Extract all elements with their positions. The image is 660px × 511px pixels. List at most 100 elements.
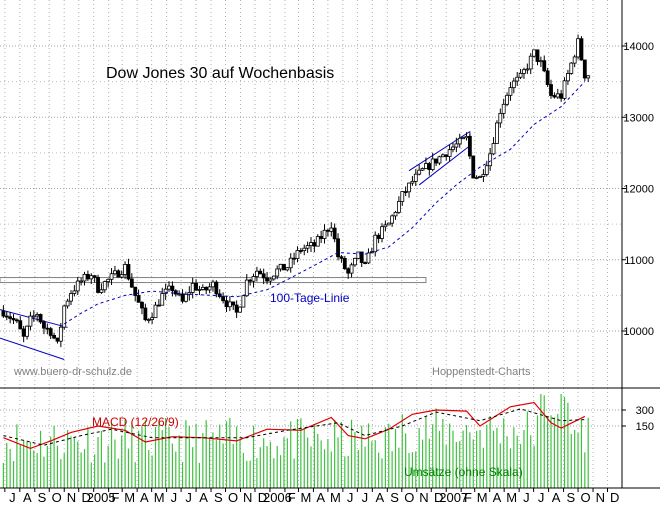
candle-body (515, 76, 520, 82)
macd-y-tick-label: 150 (636, 421, 654, 433)
candle-body (508, 87, 513, 96)
x-tick-label: J (171, 490, 178, 505)
candle-body (227, 301, 232, 308)
candle-body (163, 288, 168, 294)
candle-body (498, 112, 503, 124)
candle-body (180, 293, 185, 302)
y-tick-label: 12000 (623, 184, 654, 196)
candle-body (153, 304, 158, 319)
candle-body (231, 301, 236, 306)
candle-body (48, 328, 53, 336)
candle-body (457, 137, 462, 145)
candle-body (444, 154, 449, 157)
x-tick-label: M (477, 490, 488, 505)
candle-body (35, 314, 40, 317)
candle-body (28, 315, 33, 327)
candle-body (295, 250, 300, 259)
candle-body (42, 321, 46, 329)
x-tick-label: M (154, 490, 165, 505)
volume-bars (2, 394, 589, 488)
candle-body (204, 286, 209, 291)
candle-body (38, 314, 43, 323)
candle-body (376, 234, 381, 239)
trend-channels (0, 131, 471, 360)
candle-body (576, 38, 580, 58)
candle-body (326, 229, 330, 232)
candle-body (282, 263, 286, 271)
candle-body (52, 335, 56, 339)
candle-body (211, 281, 215, 288)
signal-line (3, 408, 585, 446)
candle-body (437, 156, 442, 164)
candle-body (99, 289, 104, 293)
candle-body (25, 325, 29, 337)
candle-body (278, 263, 283, 270)
candle-body (72, 290, 77, 294)
candle-body (572, 56, 577, 64)
x-tick-label: O (580, 490, 590, 505)
candle-body (505, 94, 509, 105)
candle-body (113, 270, 117, 275)
candle-body (359, 251, 364, 263)
macd-label: MACD (12/26/9) (92, 415, 179, 429)
x-tick-label: M (506, 490, 517, 505)
x-tick-label: O (228, 490, 238, 505)
x-tick-label: D (82, 490, 91, 505)
candle-body (21, 328, 26, 337)
x-tick-label: N (67, 490, 76, 505)
candle-body (417, 169, 422, 175)
candle-body (349, 264, 354, 274)
candle-body (251, 276, 256, 282)
x-tick-label: J (347, 490, 354, 505)
candle-body (467, 135, 472, 157)
candle-body (146, 319, 151, 321)
candle-body (322, 229, 327, 239)
x-tick-label: S (214, 490, 223, 505)
chart-frame (0, 0, 660, 489)
candle-body (119, 274, 124, 278)
candle-body (65, 300, 70, 307)
chart-title: Dow Jones 30 auf Wochenbasis (106, 65, 334, 82)
x-tick-label: A (316, 490, 325, 505)
candle-body (140, 301, 144, 309)
candle-body (373, 234, 378, 253)
x-tick-label: S (38, 490, 47, 505)
candle-body (214, 281, 219, 295)
candle-body (255, 270, 259, 277)
candle-body (366, 252, 371, 264)
candle-body (298, 250, 303, 252)
candle-body (353, 257, 357, 266)
candle-body (184, 293, 188, 302)
x-tick-label: A (140, 490, 149, 505)
candle-body (55, 337, 60, 342)
channel-lower-2006 (418, 145, 471, 186)
x-tick-label: O (404, 490, 414, 505)
candle-body (319, 236, 324, 239)
candle-body (545, 70, 550, 85)
watermark-right: Hoppenstedt-Charts (432, 366, 531, 378)
candle-body (555, 93, 560, 98)
candle-body (461, 137, 466, 140)
candle-body (403, 191, 408, 193)
gridlines (0, 0, 622, 488)
candle-body (160, 293, 165, 306)
moving-average (63, 81, 586, 325)
candle-body (4, 315, 9, 318)
candle-body (336, 238, 340, 258)
candle-body (522, 69, 526, 74)
candle-body (511, 80, 516, 89)
x-tick-label: A (199, 490, 208, 505)
ma-label: 100-Tage-Linie (270, 291, 350, 305)
candlesticks (1, 34, 591, 348)
candle-body (464, 135, 469, 139)
x-tick-label: F (288, 490, 296, 505)
candle-body (342, 257, 347, 270)
x-tick-label: O (52, 490, 62, 505)
x-tick-label: D (434, 490, 443, 505)
x-tick-label: A (375, 490, 384, 505)
candle-body (244, 279, 249, 297)
candle-body (380, 226, 384, 239)
candle-body (471, 155, 476, 179)
